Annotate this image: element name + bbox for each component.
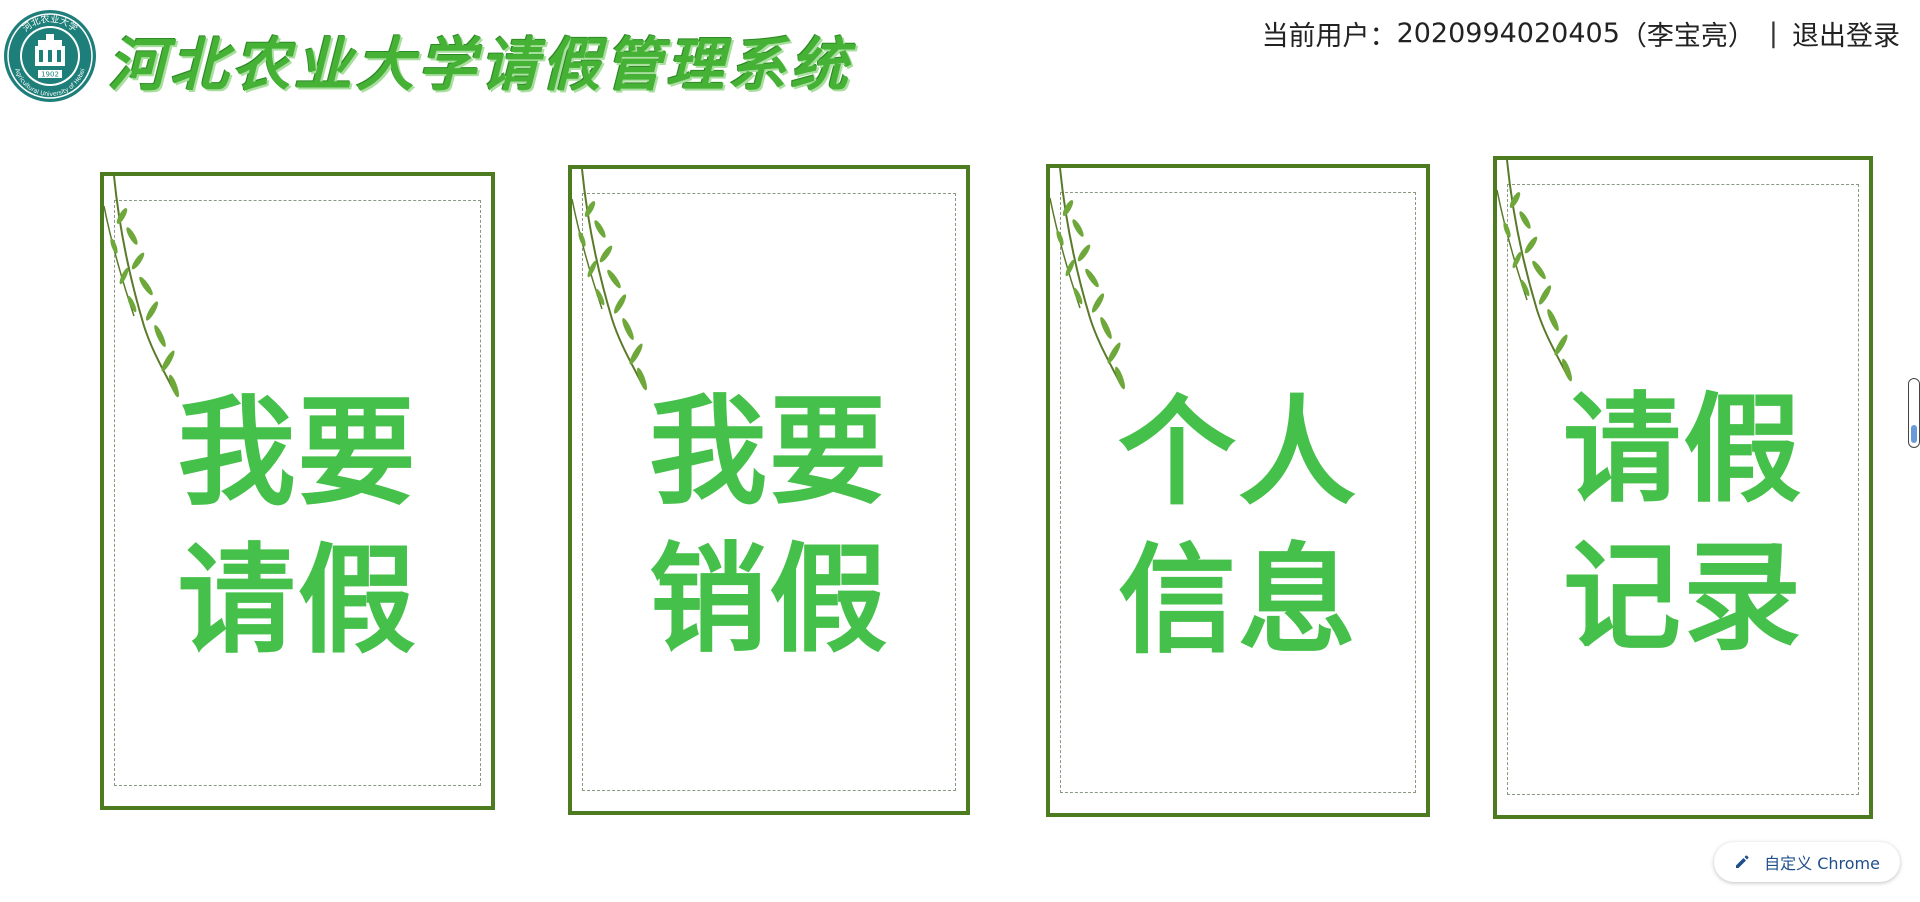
card-label-line2: 销假 [648,530,889,669]
scrollbar-thumb[interactable] [1911,425,1917,443]
current-user-prefix: 当前用户： [1261,21,1397,52]
card-personal-info[interactable]: 个人 信息 [1046,164,1430,817]
pencil-icon [1736,855,1749,868]
card-label-line2: 记录 [1562,528,1803,667]
customize-chrome-label: 自定义 Chrome [1764,854,1880,873]
willow-branch-icon [1497,160,1572,382]
card-label: 请假 记录 [1497,375,1869,671]
user-bar: 当前用户： 2020994020405 （李宝亮） | 退出登录 [1262,14,1900,53]
card-label-line1: 个人 [1117,383,1358,522]
user-bar-separator: | [1768,18,1778,49]
willow-branch-icon [104,176,179,398]
card-label-line2: 信息 [1117,531,1358,670]
card-inner-border [114,200,481,786]
customize-chrome-button[interactable]: 自定义 Chrome [1714,842,1900,882]
card-inner-border [582,193,956,791]
card-inner-border [1507,184,1859,795]
card-cancel-leave[interactable]: 我要 销假 [568,165,970,815]
site-title: 河北农业大学请假管理系统 [108,31,853,99]
logo-year: 1902 [41,71,59,79]
card-label-line1: 我要 [648,382,889,521]
card-label: 我要 请假 [104,379,491,675]
card-label: 个人 信息 [1050,378,1426,674]
current-user-id: 2020994020405 [1396,18,1620,49]
card-inner-border [1060,192,1416,793]
university-seal-icon: 1902 河北农业大学 Agricultural University of H… [4,10,96,102]
willow-branch-icon [572,169,647,391]
vertical-scrollbar[interactable] [1908,378,1920,448]
card-leave-records[interactable]: 请假 记录 [1493,156,1873,819]
logout-link[interactable]: 退出登录 [1792,21,1900,52]
current-user-name: （李宝亮） [1619,21,1755,52]
willow-branch-icon [1050,168,1125,390]
card-apply-leave[interactable]: 我要 请假 [100,172,495,810]
card-label: 我要 销假 [572,378,966,674]
card-label-line2: 请假 [177,531,418,670]
card-label-line1: 请假 [1562,380,1803,519]
card-label-line1: 我要 [177,383,418,522]
